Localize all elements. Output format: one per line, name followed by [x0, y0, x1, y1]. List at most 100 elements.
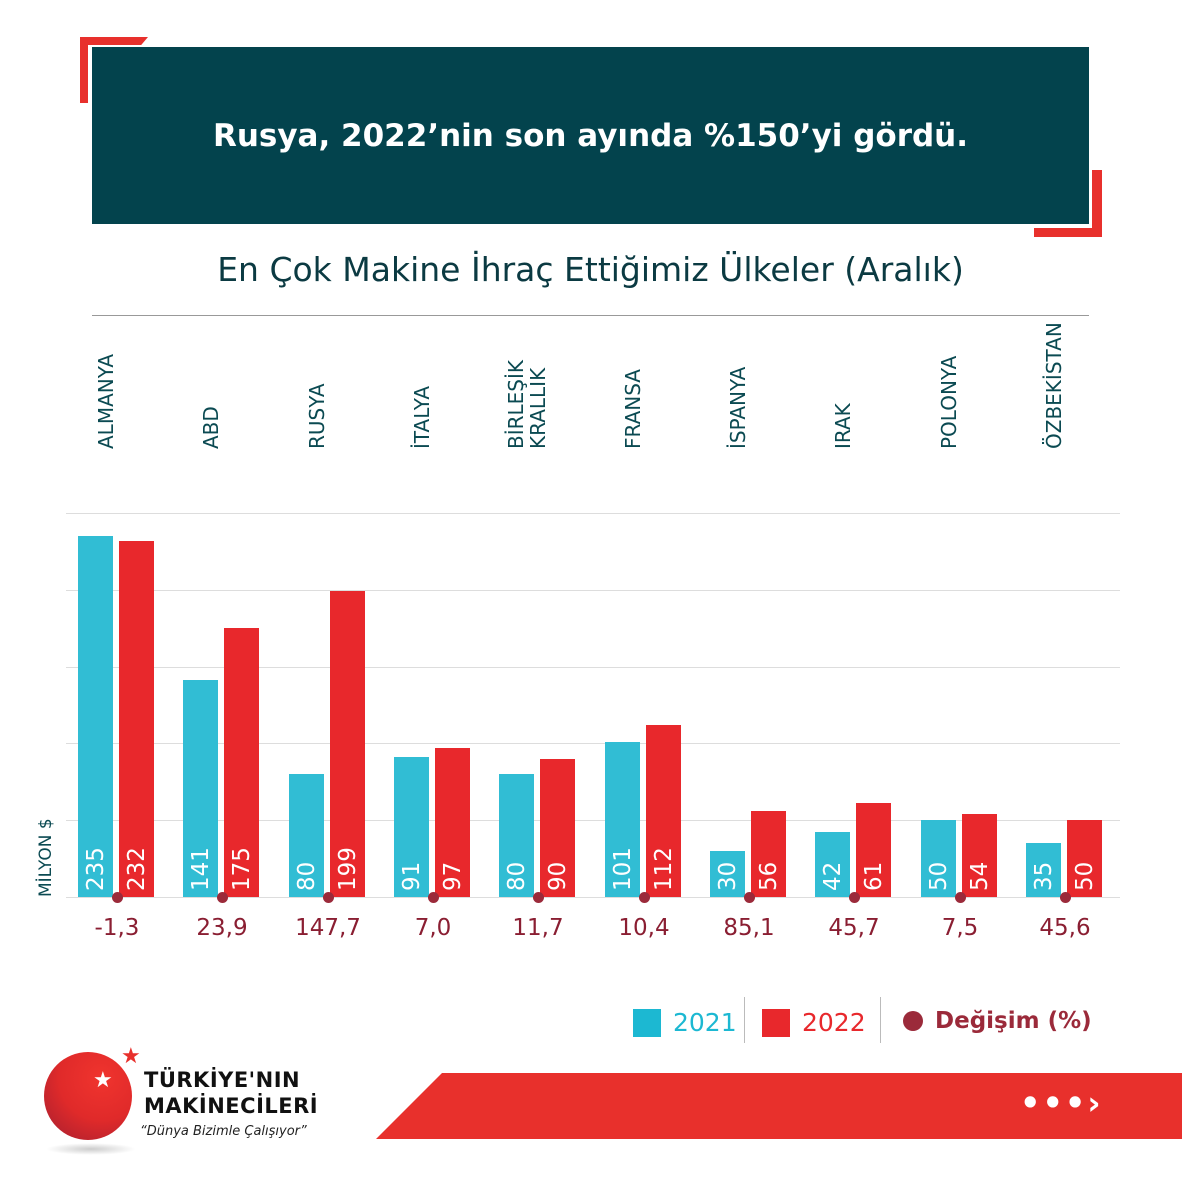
header-title: Rusya, 2022’nin son ayında %150’yi gördü… — [212, 117, 969, 154]
bar-2021 — [815, 832, 850, 897]
chart-subtitle: En Çok Makine İhraç Ettiğimiz Ülkeler (A… — [217, 250, 964, 289]
logo-shadow — [46, 1143, 136, 1155]
legend-swatch — [762, 1008, 790, 1037]
country-label-line: IRAK — [831, 403, 855, 449]
legend-change: Değişim (%) — [903, 1008, 1092, 1034]
header-banner: Rusya, 2022’nin son ayında %150’yi gördü… — [92, 47, 1089, 224]
country-label-line: KRALLIK — [526, 367, 550, 449]
gridline — [66, 512, 1120, 514]
bar-2022 — [119, 540, 154, 897]
bar-2022 — [962, 814, 997, 897]
country-label: RUSYA — [305, 383, 329, 449]
country-label-line: ÖZBEKİSTAN — [1042, 322, 1066, 449]
star-icon: ★ — [93, 1068, 113, 1093]
change-value: 45,6 — [1039, 915, 1091, 941]
country-label: İSPANYA — [726, 366, 750, 449]
change-value: 23,9 — [196, 915, 248, 941]
change-dot — [639, 892, 650, 903]
legend-2021: 2021 — [633, 1008, 737, 1037]
corner-accent — [80, 37, 88, 103]
corner-accent — [80, 37, 148, 45]
bar-value-label: 112 — [651, 847, 677, 891]
country-label-line: ABD — [199, 406, 223, 449]
country-label: FRANSA — [621, 369, 645, 449]
gridline — [66, 743, 1120, 745]
bar-value-label: 80 — [294, 861, 320, 891]
change-value: 45,7 — [828, 915, 880, 941]
bar-2022 — [224, 628, 259, 897]
logo-tagline: “Dünya Bizimle Çalışıyor” — [140, 1124, 307, 1139]
gridline — [66, 666, 1120, 668]
change-value: 147,7 — [295, 915, 361, 941]
bar-value-label: 80 — [504, 861, 530, 891]
country-label-line: POLONYA — [937, 355, 961, 449]
bar-2021 — [499, 774, 534, 897]
bar-value-label: 175 — [229, 847, 255, 891]
bar-value-label: 54 — [967, 861, 993, 891]
bar-2021 — [921, 820, 956, 897]
bar-2022 — [435, 747, 470, 897]
change-dot — [849, 892, 860, 903]
bar-2021 — [1026, 843, 1061, 897]
star-icon: ★ — [121, 1044, 141, 1069]
gridline — [66, 589, 1120, 591]
gridline — [66, 820, 1120, 822]
bar-value-label: 35 — [1031, 861, 1057, 891]
bar-2022 — [540, 758, 575, 897]
logo-text: MAKİNECİLERİ — [144, 1094, 319, 1118]
legend-swatch — [633, 1008, 661, 1037]
bar-value-label: 199 — [335, 847, 361, 891]
change-value: 10,4 — [618, 915, 670, 941]
bar-2021 — [710, 850, 745, 897]
country-label-line: İTALYA — [410, 385, 434, 449]
change-dot — [955, 892, 966, 903]
footer-band — [376, 1073, 1182, 1139]
country-label: ABD — [199, 406, 223, 449]
bar-value-label: 141 — [188, 847, 214, 891]
next-arrow-icon[interactable]: •••› — [1020, 1084, 1103, 1122]
country-label: İTALYA — [410, 385, 434, 449]
country-label: IRAK — [831, 403, 855, 449]
bar-value-label: 50 — [926, 861, 952, 891]
change-dot — [323, 892, 334, 903]
change-value: -1,3 — [94, 915, 140, 941]
country-label-line: ALMANYA — [94, 353, 118, 449]
change-value: 11,7 — [512, 915, 564, 941]
corner-accent — [1034, 228, 1102, 237]
bar-value-label: 97 — [440, 861, 466, 891]
bar-value-label: 235 — [83, 847, 109, 891]
change-dot — [533, 892, 544, 903]
legend-separator — [880, 997, 881, 1043]
country-label-line: BİRLEŞİK — [504, 359, 528, 449]
corner-accent — [1092, 170, 1102, 237]
change-dot — [428, 892, 439, 903]
country-label-line: RUSYA — [305, 383, 329, 449]
bar-2022 — [1067, 820, 1102, 897]
bar-2022 — [646, 724, 681, 897]
bar-2021 — [394, 757, 429, 897]
divider — [92, 315, 1089, 316]
legend-separator — [744, 997, 745, 1043]
change-value: 7,0 — [414, 915, 452, 941]
bar-value-label: 90 — [545, 861, 571, 891]
bar-2021 — [78, 536, 113, 897]
bar-2021 — [183, 680, 218, 897]
change-value: 85,1 — [723, 915, 775, 941]
legend-dot — [903, 1011, 923, 1031]
bar-value-label: 61 — [861, 861, 887, 891]
change-dot — [217, 892, 228, 903]
legend-2022: 2022 — [762, 1008, 866, 1037]
bar-2022 — [751, 810, 786, 897]
country-label-line: İSPANYA — [726, 366, 750, 449]
change-dot — [744, 892, 755, 903]
logo-text: TÜRKİYE'NIN — [144, 1068, 301, 1092]
country-label: ALMANYA — [94, 353, 118, 449]
change-dot — [1060, 892, 1071, 903]
change-value: 7,5 — [941, 915, 979, 941]
bar-2022 — [856, 803, 891, 897]
country-label: ÖZBEKİSTAN — [1042, 322, 1066, 449]
bar-value-label: 42 — [820, 861, 846, 891]
y-axis-label: MİLYON $ — [36, 818, 56, 897]
bar-value-label: 56 — [756, 861, 782, 891]
bar-2021 — [289, 774, 324, 897]
